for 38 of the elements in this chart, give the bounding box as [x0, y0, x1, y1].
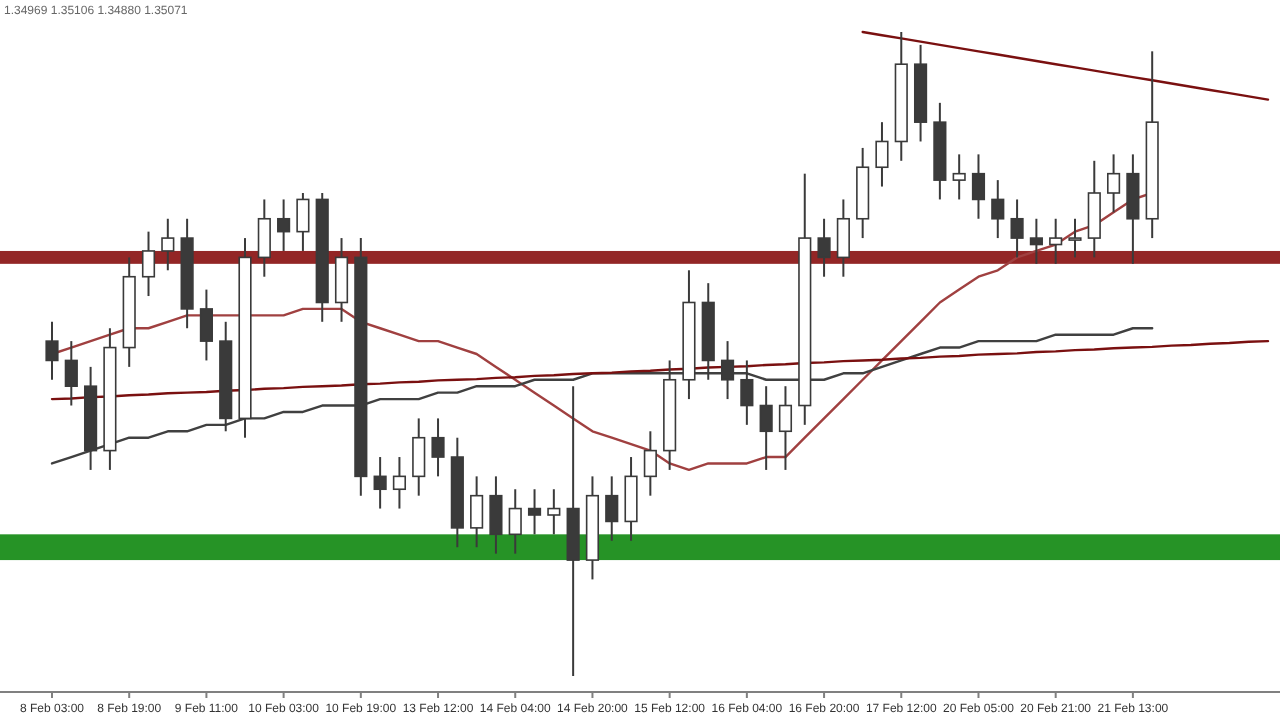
candlestick — [836, 198, 850, 278]
candlestick — [1107, 153, 1121, 214]
candlestick — [64, 340, 78, 407]
candlestick — [334, 237, 349, 323]
candlestick — [412, 417, 426, 497]
candlestick — [720, 340, 735, 401]
candlestick — [952, 153, 966, 201]
candlestick — [470, 475, 484, 549]
candlestick — [277, 198, 291, 252]
candlestick — [296, 192, 310, 252]
candlestick — [527, 488, 542, 536]
candlestick — [778, 385, 793, 471]
candlestick — [1029, 217, 1043, 265]
candlestick — [624, 456, 638, 542]
candlestick — [605, 475, 619, 542]
candlestick — [508, 488, 522, 555]
candlestick — [489, 475, 503, 555]
candlestick — [392, 456, 407, 510]
candlestick — [991, 179, 1005, 240]
candlestick — [45, 320, 59, 381]
candlestick — [1010, 198, 1024, 259]
candlestick — [740, 359, 754, 426]
candlestick — [199, 288, 213, 362]
candlestick — [971, 153, 986, 220]
candlestick — [759, 385, 773, 471]
candlestick — [431, 417, 445, 478]
candlestick — [141, 230, 156, 298]
candlestick — [875, 121, 889, 188]
candlestick — [161, 217, 175, 272]
candlestick — [547, 488, 561, 536]
candlestick — [1068, 217, 1082, 259]
candlestick — [257, 198, 271, 278]
candlestick — [1049, 217, 1063, 265]
candlestick — [373, 456, 387, 510]
candlestick — [1126, 153, 1140, 265]
candlestick — [817, 217, 831, 278]
candlestick — [643, 430, 657, 497]
candlestick — [1087, 159, 1101, 259]
